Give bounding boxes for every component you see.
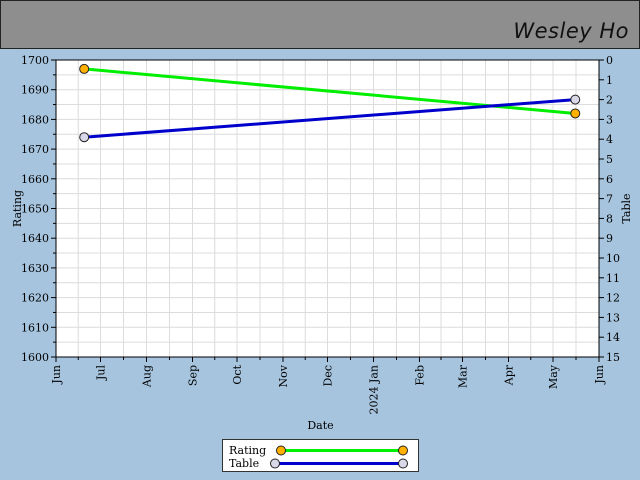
y2-tick-label: 1: [606, 74, 613, 87]
y2-tick-label: 9: [606, 232, 613, 245]
legend: Rating Table: [222, 439, 419, 472]
y-tick-label: 1630: [21, 262, 49, 275]
y2-tick-label: 2: [606, 94, 613, 107]
y2-tick-label: 7: [606, 193, 613, 206]
data-point-table: [79, 132, 90, 143]
y2-tick-label: 5: [606, 153, 613, 166]
y2-tick-label: 0: [606, 54, 613, 67]
legend-label-rating: Rating: [229, 444, 267, 457]
y2-tick-label: 15: [606, 351, 620, 364]
y-tick-label: 1680: [21, 113, 49, 126]
y2-tick-label: 12: [606, 292, 620, 305]
x-tick-label: Dec: [322, 365, 335, 387]
y2-axis-title: Table: [620, 193, 633, 223]
y-tick-label: 1650: [21, 203, 49, 216]
header-bar: Wesley Ho: [0, 0, 640, 49]
x-tick-label: May: [547, 364, 560, 389]
y2-tick-label: 4: [606, 133, 613, 146]
y-tick-label: 1700: [21, 54, 49, 67]
x-tick-label: Aug: [141, 365, 154, 388]
y2-tick-label: 8: [606, 212, 613, 225]
x-tick-label: Oct: [231, 364, 244, 384]
y-tick-label: 1690: [21, 84, 49, 97]
x-tick-label: Sep: [186, 365, 199, 386]
x-tick-label: Jul: [95, 365, 108, 381]
y2-tick-label: 11: [606, 272, 620, 285]
y-axis-title: Rating: [11, 190, 24, 227]
data-point-table: [570, 94, 581, 105]
y-tick-label: 1640: [21, 232, 49, 245]
player-name: Wesley Ho: [513, 19, 629, 43]
x-tick-label: Jun: [593, 365, 606, 385]
data-point-rating: [570, 108, 581, 119]
x-tick-label: Mar: [457, 364, 470, 388]
data-point-rating: [79, 63, 90, 74]
legend-swatch-table: [270, 458, 408, 469]
x-axis-title: Date: [307, 419, 333, 432]
y2-tick-label: 10: [606, 252, 620, 265]
x-tick-label: Jun: [50, 365, 63, 385]
y2-tick-label: 14: [606, 331, 620, 344]
y-tick-label: 1670: [21, 143, 49, 156]
x-tick-label: 2024 Jan: [367, 365, 380, 415]
y-tick-label: 1610: [21, 321, 49, 334]
y-tick-label: 1600: [21, 351, 49, 364]
y-tick-label: 1660: [21, 173, 49, 186]
y2-tick-label: 3: [606, 113, 613, 126]
legend-label-table: Table: [229, 457, 260, 470]
plot-border: [55, 59, 600, 358]
y-tick-label: 1620: [21, 292, 49, 305]
x-tick-label: Apr: [503, 364, 516, 386]
series-line-table: [84, 98, 576, 139]
x-tick-label: Feb: [413, 365, 426, 386]
y2-tick-label: 6: [606, 173, 613, 186]
legend-swatch-rating: [276, 445, 408, 456]
y2-tick-label: 13: [606, 311, 620, 324]
x-tick-label: Nov: [277, 364, 290, 387]
